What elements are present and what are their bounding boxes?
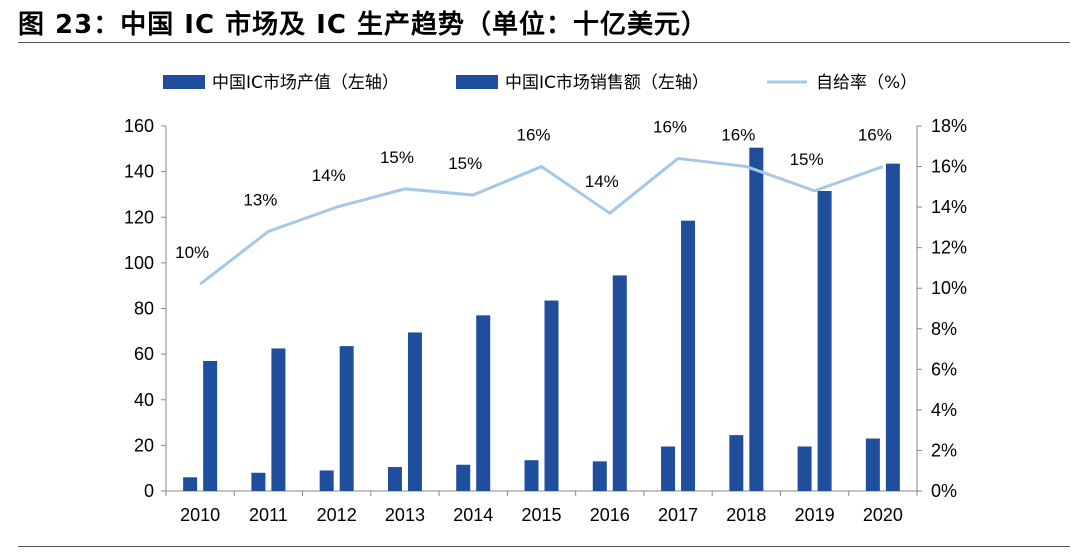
right-axis-tick-label: 18%	[931, 116, 967, 136]
left-axis-tick-label: 0	[144, 481, 154, 501]
right-axis-tick-label: 6%	[931, 359, 957, 379]
right-axis-tick-label: 12%	[931, 238, 967, 258]
bar-sales	[339, 346, 354, 491]
right-axis-tick-label: 16%	[931, 157, 967, 177]
x-axis-tick-label: 2017	[658, 505, 698, 525]
legend-label-sales: 中国IC市场销售额（左轴）	[505, 73, 709, 93]
x-axis-tick-label: 2015	[521, 505, 561, 525]
left-axis-tick-label: 60	[134, 344, 154, 364]
bar-production	[319, 470, 334, 491]
right-axis-tick-label: 4%	[931, 400, 957, 420]
bar-production	[251, 472, 266, 491]
bar-sales	[271, 348, 286, 491]
bar-production	[183, 477, 198, 491]
self-sufficiency-data-label: 15%	[380, 148, 414, 167]
title-divider	[18, 42, 1070, 43]
left-axis-tick-label: 80	[134, 299, 154, 319]
legend-label-self-sufficiency: 自给率（%）	[816, 73, 917, 93]
bar-production	[524, 460, 539, 491]
x-axis-tick-label: 2018	[726, 505, 766, 525]
bar-sales	[817, 191, 832, 491]
self-sufficiency-data-label: 14%	[312, 166, 346, 185]
bar-production	[729, 435, 744, 491]
self-sufficiency-data-label: 16%	[653, 117, 687, 136]
bar-sales	[203, 360, 218, 491]
x-axis-tick-label: 2012	[317, 505, 357, 525]
right-axis-tick-label: 8%	[931, 319, 957, 339]
legend-swatch-sales	[456, 75, 498, 89]
bottom-divider	[18, 546, 1070, 547]
left-axis-tick-label: 40	[134, 390, 154, 410]
self-sufficiency-data-label: 15%	[448, 154, 482, 173]
bar-production	[456, 464, 471, 491]
bar-sales	[476, 315, 491, 491]
x-axis-tick-label: 2019	[795, 505, 835, 525]
bar-sales	[544, 300, 559, 491]
bar-production	[797, 446, 812, 491]
self-sufficiency-data-label: 16%	[516, 126, 550, 145]
x-axis-tick-label: 2016	[590, 505, 630, 525]
bar-sales	[681, 220, 696, 491]
left-axis-tick-label: 120	[124, 207, 154, 227]
self-sufficiency-data-label: 16%	[721, 126, 755, 145]
x-axis-tick-label: 2011	[249, 505, 288, 525]
left-axis-tick-label: 140	[124, 162, 154, 182]
left-axis-tick-label: 160	[124, 116, 154, 136]
right-axis-tick-label: 14%	[931, 197, 967, 217]
bar-production	[661, 446, 676, 491]
self-sufficiency-data-label: 14%	[585, 172, 619, 191]
bar-sales	[612, 275, 627, 491]
x-axis-tick-label: 2014	[453, 505, 493, 525]
self-sufficiency-data-label: 13%	[243, 190, 277, 209]
bar-production	[865, 438, 880, 491]
x-axis-tick-label: 2013	[385, 505, 425, 525]
bar-production	[592, 461, 607, 491]
bar-production	[387, 467, 402, 491]
right-axis-tick-label: 0%	[931, 481, 957, 501]
x-axis-tick-label: 2010	[180, 505, 220, 525]
bar-sales	[407, 332, 422, 491]
left-axis-tick-label: 20	[134, 435, 154, 455]
bar-sales	[885, 163, 900, 491]
self-sufficiency-data-label: 16%	[858, 126, 892, 145]
right-axis-tick-label: 2%	[931, 440, 957, 460]
bar-sales	[749, 147, 764, 491]
self-sufficiency-line	[199, 156, 884, 286]
x-axis-tick-label: 2020	[863, 505, 903, 525]
right-axis-tick-label: 10%	[931, 278, 967, 298]
legend-label-production: 中国IC市场产值（左轴）	[212, 73, 399, 93]
legend-swatch-production	[163, 75, 205, 89]
left-axis-tick-label: 100	[124, 253, 154, 273]
self-sufficiency-data-label: 15%	[790, 150, 824, 169]
self-sufficiency-data-label: 10%	[175, 243, 209, 262]
chart-title: 图 23：中国 IC 市场及 IC 生产趋势（单位：十亿美元）	[18, 10, 708, 40]
